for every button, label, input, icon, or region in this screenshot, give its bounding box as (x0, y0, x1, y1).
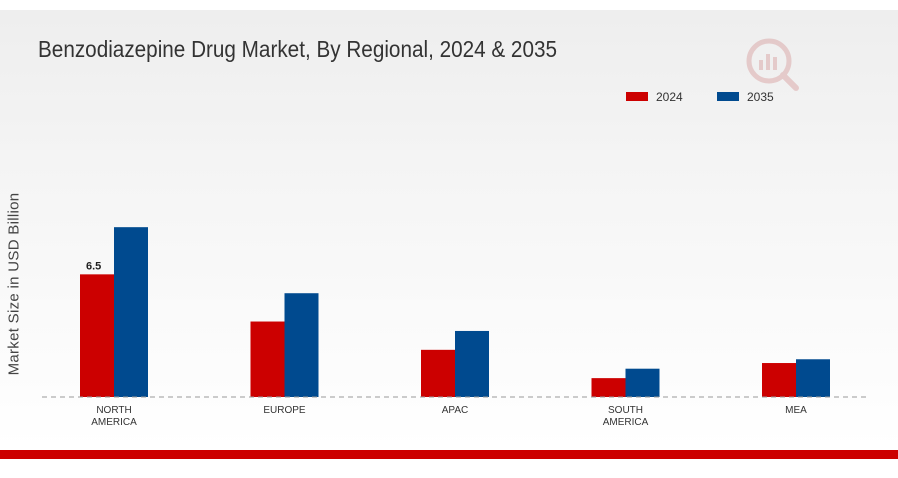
bar-2035-europe (284, 293, 319, 397)
data-label: 6.5 (86, 260, 101, 272)
bar-2024-south-america (591, 378, 626, 397)
x-tick-labels: NORTH AMERICA EUROPE APAC SOUTH AMERICA MEA (91, 405, 807, 428)
legend-swatch-2024 (626, 92, 648, 101)
data-labels: 6.5 (86, 260, 101, 272)
x-tick-label: NORTH AMERICA (91, 405, 137, 428)
bar-2024-north-america (80, 274, 114, 397)
bar-2035-south-america (625, 368, 660, 397)
x-tick-label: EUROPE (263, 405, 306, 416)
bar-2024-apac (421, 349, 455, 397)
legend-label-2035: 2035 (747, 90, 774, 104)
x-tick-label: APAC (442, 405, 469, 416)
bar-2035-apac (455, 330, 489, 397)
bottom-accent-stripe (0, 450, 898, 459)
bar-2024-mea (762, 363, 796, 397)
legend-swatch-2035 (717, 92, 739, 101)
legend: 2024 2035 (626, 90, 774, 104)
watermark-logo-icon (746, 38, 799, 91)
x-tick-label: MEA (785, 405, 807, 416)
bars (80, 227, 830, 397)
bar-2035-mea (796, 359, 830, 397)
bar-2035-north-america (114, 227, 148, 397)
chart-title: Benzodiazepine Drug Market, By Regional,… (38, 36, 557, 62)
legend-label-2024: 2024 (656, 90, 683, 104)
x-tick-label: SOUTH AMERICA (603, 405, 649, 428)
bar-2024-europe (250, 321, 285, 397)
